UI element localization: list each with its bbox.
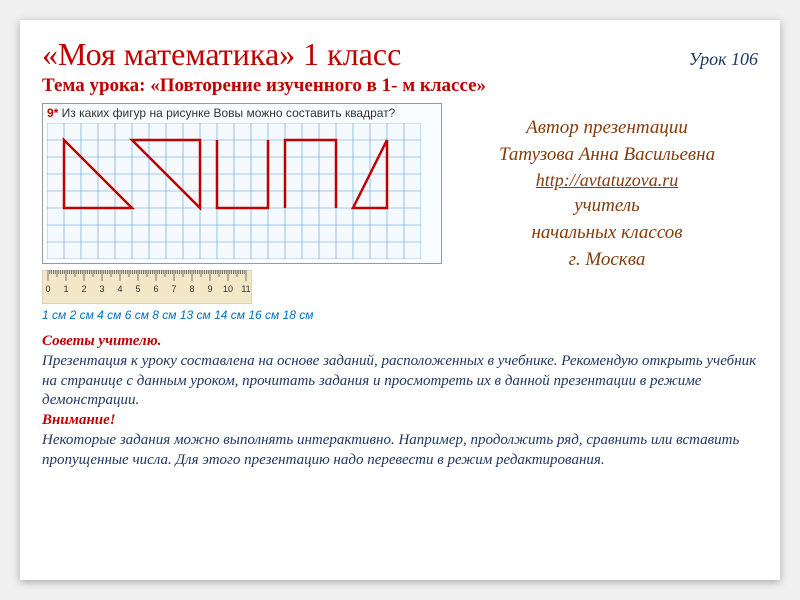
author-l5: г. Москва — [456, 247, 758, 274]
ruler-graphic: 0 1 2 3 4 5 6 7 8 9 10 11 — [42, 270, 252, 304]
question-text: 9* Из каких фигур на рисунке Вовы можно … — [47, 106, 437, 120]
content-row: 9* Из каких фигур на рисунке Вовы можно … — [42, 103, 758, 322]
measurements-text: 1 см 2 см 4 см 6 см 8 см 13 см 14 см 16 … — [42, 308, 442, 322]
svg-text:1: 1 — [63, 284, 68, 294]
advice-title: Советы учителю. — [42, 332, 758, 352]
author-l1: Автор презентации — [456, 115, 758, 142]
author-l3: учитель — [456, 193, 758, 220]
author-l2: Татузова Анна Васильевна — [456, 142, 758, 169]
author-column: Автор презентации Татузова Анна Васильев… — [456, 103, 758, 322]
svg-text:5: 5 — [135, 284, 140, 294]
advice-body2: Некоторые задания можно выполнять интера… — [42, 431, 758, 471]
left-column: 9* Из каких фигур на рисунке Вовы можно … — [42, 103, 442, 322]
svg-text:9: 9 — [207, 284, 212, 294]
svg-text:11: 11 — [241, 284, 250, 294]
svg-text:8: 8 — [189, 284, 194, 294]
ruler: 0 1 2 3 4 5 6 7 8 9 10 11 — [42, 270, 442, 304]
lesson-number: Урок 106 — [689, 49, 758, 70]
svg-text:3: 3 — [99, 284, 104, 294]
author-link[interactable]: http://avtatuzova.ru — [456, 168, 758, 193]
topic-title: Тема урока: «Повторение изученного в 1- … — [42, 75, 758, 97]
question-number: 9* — [47, 106, 58, 120]
question-body: Из каких фигур на рисунке Вовы можно сос… — [58, 106, 395, 120]
figure-box: 9* Из каких фигур на рисунке Вовы можно … — [42, 103, 442, 264]
svg-text:7: 7 — [171, 284, 176, 294]
advice-body1: Презентация к уроку составлена на основе… — [42, 352, 758, 411]
svg-text:2: 2 — [81, 284, 86, 294]
svg-text:4: 4 — [117, 284, 122, 294]
grid-figure — [47, 123, 421, 259]
author-l4: начальных классов — [456, 220, 758, 247]
slide: «Моя математика» 1 класс Урок 106 Тема у… — [20, 20, 780, 580]
svg-text:6: 6 — [153, 284, 158, 294]
header-row: «Моя математика» 1 класс Урок 106 — [42, 36, 758, 73]
main-title: «Моя математика» 1 класс — [42, 36, 401, 73]
attention-title: Внимание! — [42, 411, 758, 431]
svg-text:0: 0 — [45, 284, 50, 294]
advice-block: Советы учителю. Презентация к уроку сост… — [42, 332, 758, 471]
svg-text:10: 10 — [223, 284, 233, 294]
